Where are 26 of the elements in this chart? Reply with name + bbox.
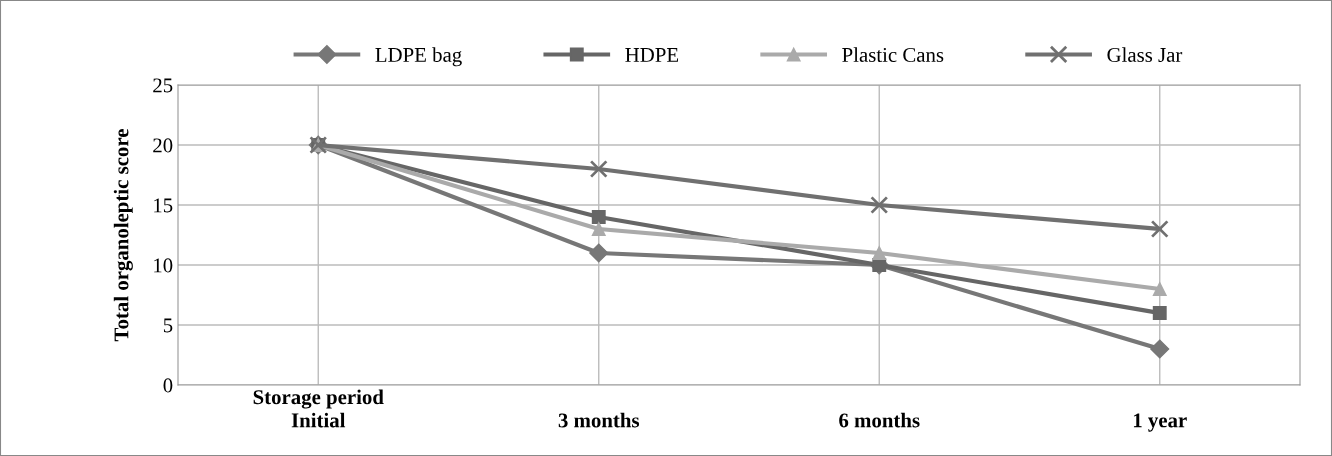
legend-label: HDPE (625, 48, 679, 62)
y-tick-label: 0 (163, 378, 173, 393)
legend-label: Glass Jar (1107, 47, 1183, 62)
point (872, 246, 887, 260)
point (1150, 339, 1170, 359)
x-tick-label: 1 year (1133, 413, 1187, 432)
point (1150, 219, 1169, 239)
legend-label: Plastic Cans (842, 47, 944, 62)
x-axis-title: Storage period (253, 389, 384, 409)
y-tick-label: 5 (163, 318, 173, 333)
y-axis-title: Total organoleptic score (113, 129, 133, 342)
y-tick-label: 10 (154, 258, 173, 273)
x-tick-label: Initial (291, 412, 346, 428)
point (1152, 282, 1167, 296)
point (589, 243, 609, 263)
legend-label: LDPE bag (375, 47, 462, 67)
point (591, 222, 606, 236)
x-tick-label: 3 months (558, 412, 640, 428)
point (870, 195, 889, 215)
point (589, 159, 608, 179)
x-tick-label: 6 months (839, 412, 920, 428)
point (1152, 306, 1167, 320)
point (591, 210, 606, 224)
y-tick-label: 25 (153, 78, 173, 93)
y-tick-label: 15 (154, 198, 173, 213)
y-tick-label: 20 (153, 138, 173, 153)
